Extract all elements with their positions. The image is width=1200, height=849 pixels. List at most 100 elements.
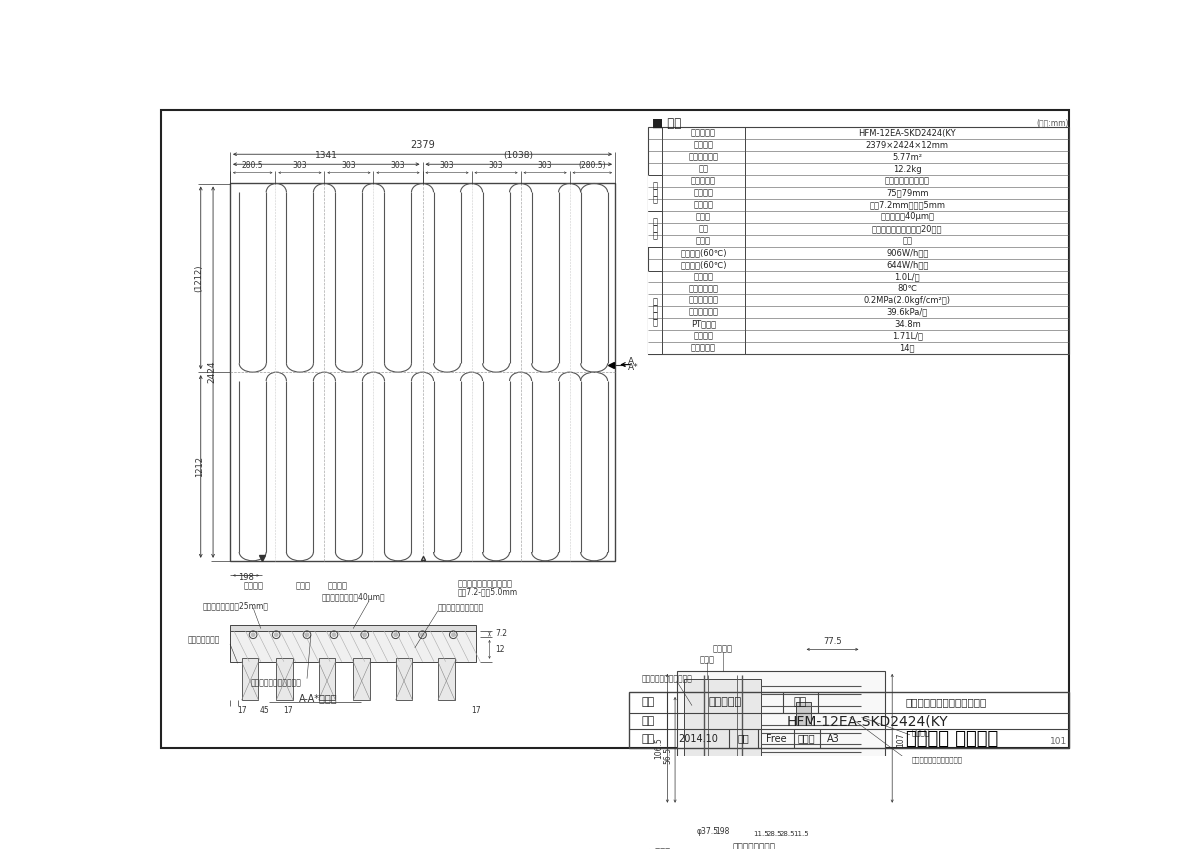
Circle shape [331,633,336,637]
Text: 架橋ポリエチレンパイプ: 架橋ポリエチレンパイプ [642,674,692,683]
Text: 303: 303 [391,160,406,170]
Text: 198: 198 [715,827,730,835]
Text: 投入熱量(60℃): 投入熱量(60℃) [680,248,727,257]
Text: 名称・型式: 名称・型式 [691,129,716,138]
Text: (単位:mm): (単位:mm) [1037,118,1069,127]
Bar [230,631,476,661]
Text: 最高使用圧力: 最高使用圧力 [689,295,719,305]
Text: 303: 303 [439,160,455,170]
Text: (1212): (1212) [194,264,204,291]
Circle shape [305,633,310,637]
Text: 56.5: 56.5 [662,747,672,764]
Text: ヘッダー: ヘッダー [713,645,733,654]
Text: ▲ 山折り: ▲ 山折り [646,847,670,849]
Text: ト: ト [653,231,658,240]
Text: 1212: 1212 [194,456,204,477]
Bar [276,658,293,700]
Text: 外彧7.2mm　内彧5mm: 外彧7.2mm 内彧5mm [869,200,946,210]
Text: 管サイズ: 管サイズ [694,200,714,210]
Text: 係: 係 [653,318,658,327]
Text: 45: 45 [259,706,270,715]
Text: HFM-12EA-SKD2424(KY: HFM-12EA-SKD2424(KY [787,714,948,728]
Circle shape [420,633,425,637]
Text: 1.0L/分: 1.0L/分 [894,272,920,281]
Text: 標準流量: 標準流量 [694,272,714,281]
Text: 303: 303 [342,160,356,170]
Text: ポリスチレン発泡体（20倍）: ポリスチレン発泡体（20倍） [872,224,942,233]
Text: 1.71L/枚: 1.71L/枚 [892,332,923,340]
Text: 7.2: 7.2 [496,629,508,638]
Bar [677,671,884,825]
Text: 75～79mm: 75～79mm [886,188,929,198]
Bar [241,658,258,700]
Text: 標準流量抗抗: 標準流量抗抗 [689,308,719,317]
Text: 28.5: 28.5 [767,831,782,837]
Text: 2014.10: 2014.10 [678,734,718,744]
Text: 17: 17 [283,706,293,715]
Text: なし: なし [902,236,912,245]
Bar [230,625,476,631]
Text: マ: マ [653,217,658,227]
Text: 28.5: 28.5 [780,831,796,837]
Text: PT相当長: PT相当長 [691,320,716,329]
Circle shape [251,633,256,637]
Text: 架橋ポリエチレンパイプ: 架橋ポリエチレンパイプ [457,579,512,588]
Text: 17: 17 [472,706,481,715]
Text: 釘打検知用信号累貼付位置: 釘打検知用信号累貼付位置 [912,756,962,762]
Text: HFM-12EA-SKD2424(KY: HFM-12EA-SKD2424(KY [858,129,956,138]
Text: 表面材: 表面材 [696,212,712,222]
Text: 質量: 質量 [698,165,708,173]
Bar [648,127,1069,354]
Bar [648,271,662,354]
Text: 906W/h・枚: 906W/h・枚 [886,248,929,257]
Text: 小根太入りハード温水マット: 小根太入りハード温水マット [906,697,986,707]
Text: 12.2kg: 12.2kg [893,165,922,173]
Text: 尺度: 尺度 [738,734,750,744]
Text: 裏面材: 裏面材 [696,236,712,245]
Text: 106.5: 106.5 [654,737,662,759]
Text: 架橋ポリエチレン管: 架橋ポリエチレン管 [884,177,930,185]
Bar [318,658,336,700]
Text: 1341: 1341 [314,151,337,160]
Text: 77.5: 77.5 [823,637,841,645]
Text: 小根太溝数: 小根太溝数 [691,344,716,352]
Bar [796,713,811,725]
Text: 関: 関 [653,312,658,320]
Bar [629,692,1069,748]
Text: 品名: 品名 [793,697,806,707]
Text: 材質・材料: 材質・材料 [691,177,716,185]
Text: 基材: 基材 [698,224,708,233]
Text: 101: 101 [1050,737,1067,745]
Text: 280.5: 280.5 [242,160,264,170]
Text: 架橋ポリエチレンパイプ: 架橋ポリエチレンパイプ [251,678,301,687]
Text: A-A*詳細図: A-A*詳細図 [299,693,338,703]
Text: 39.6kPa/枚: 39.6kPa/枚 [887,308,928,317]
Circle shape [451,633,456,637]
Text: ヘッダー: ヘッダー [244,581,263,590]
Text: 有効放熱面穌: 有効放熱面穌 [689,153,719,161]
Bar [684,678,761,818]
Text: 198: 198 [238,573,254,582]
Bar [648,211,662,247]
Bar [230,183,616,561]
Text: フォームポリスチレン: フォームポリスチレン [438,604,484,612]
Bar [396,658,413,700]
Text: 小根太（合板）: 小根太（合板） [187,636,220,644]
Text: 小小根太: 小小根太 [328,581,348,590]
Bar [796,702,811,713]
Text: 暖房能力(60℃): 暖房能力(60℃) [680,260,727,269]
Text: 107: 107 [896,733,905,747]
Circle shape [362,633,367,637]
Text: 2424: 2424 [208,361,216,384]
Bar [438,658,455,700]
Text: 名称: 名称 [642,697,655,707]
Text: アルミ箔（40μm）: アルミ箔（40μm） [881,212,935,222]
Text: サイズ: サイズ [798,734,816,744]
Text: 熱: 熱 [653,188,658,198]
Text: 2379: 2379 [410,139,434,149]
Circle shape [394,633,398,637]
Text: 外形寸法図: 外形寸法図 [708,697,742,707]
Text: 作成: 作成 [642,734,655,744]
Text: φ37.5: φ37.5 [696,827,719,835]
Text: 最高使用温度: 最高使用温度 [689,284,719,293]
